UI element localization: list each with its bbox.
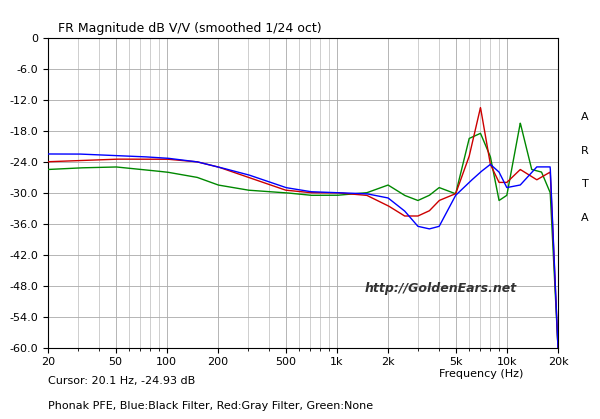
- Text: A: A: [581, 213, 589, 223]
- Text: http://GoldenEars.net: http://GoldenEars.net: [364, 282, 517, 295]
- Text: T: T: [581, 179, 589, 189]
- X-axis label: Frequency (Hz): Frequency (Hz): [439, 370, 524, 380]
- Text: R: R: [581, 146, 589, 156]
- Text: A: A: [581, 112, 589, 122]
- Text: Cursor: 20.1 Hz, -24.93 dB: Cursor: 20.1 Hz, -24.93 dB: [48, 376, 195, 386]
- Text: FR Magnitude dB V/V (smoothed 1/24 oct): FR Magnitude dB V/V (smoothed 1/24 oct): [58, 22, 322, 35]
- Text: Phonak PFE, Blue:Black Filter, Red:Gray Filter, Green:None: Phonak PFE, Blue:Black Filter, Red:Gray …: [48, 401, 373, 411]
